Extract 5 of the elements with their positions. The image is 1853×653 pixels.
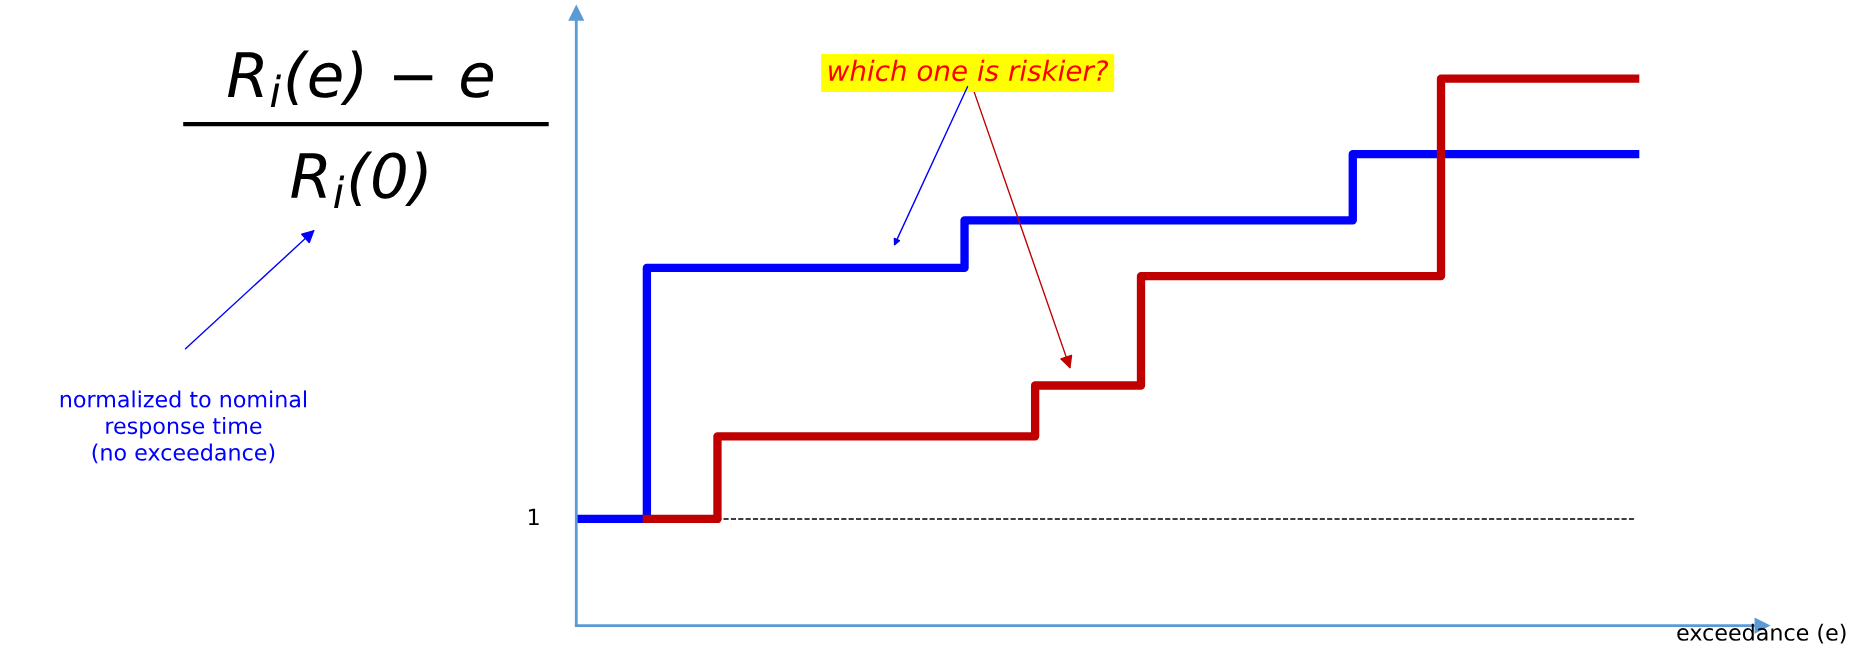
text: 1 xyxy=(529,508,539,526)
annotation: which one is riskier? xyxy=(829,59,1109,82)
x-axis-title: exceedance (e) xyxy=(1677,623,1846,644)
text: normalized to nominal response time (no exceedance) xyxy=(60,390,307,464)
y-axis-title: R$_{i}$(e) − e R$_{i}$(0) xyxy=(227,50,494,208)
